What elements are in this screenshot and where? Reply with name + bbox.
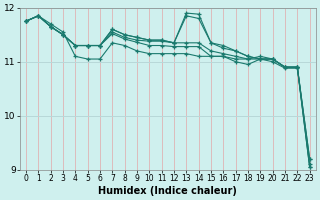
X-axis label: Humidex (Indice chaleur): Humidex (Indice chaleur) (98, 186, 237, 196)
